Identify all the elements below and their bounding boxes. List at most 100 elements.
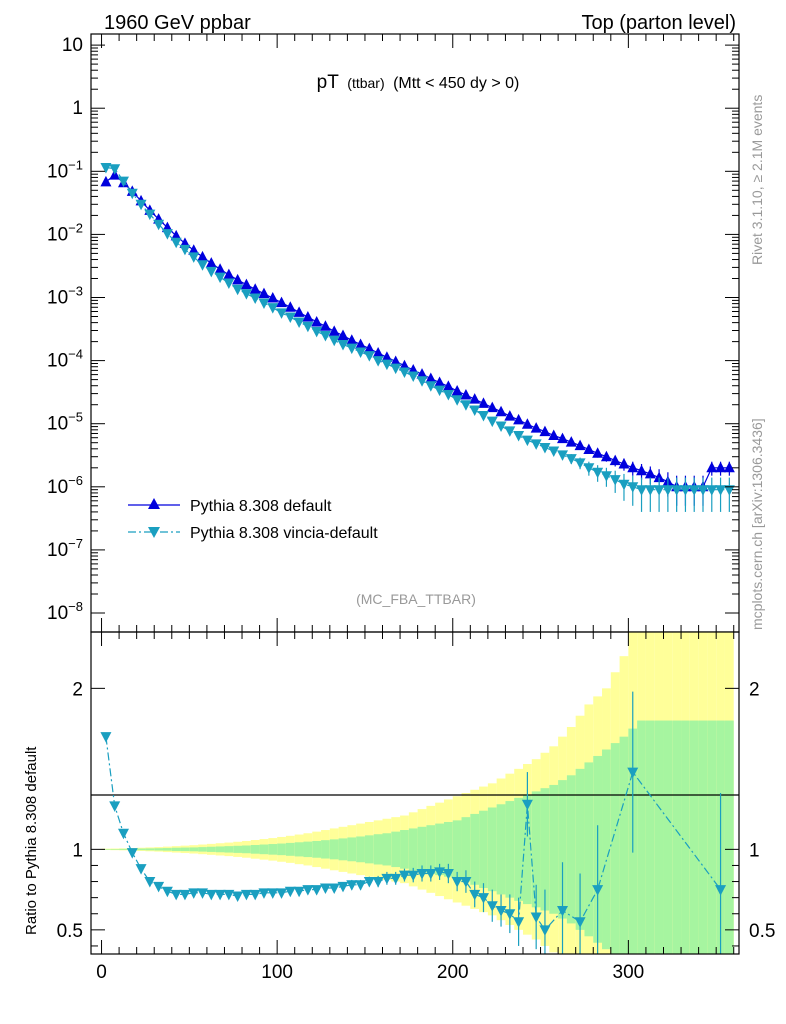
- band-inner: [356, 836, 365, 863]
- band-inner: [461, 817, 471, 882]
- band-inner: [672, 720, 682, 954]
- point-default: [355, 338, 367, 350]
- band-inner: [610, 743, 620, 954]
- ratio-point: [557, 906, 569, 917]
- ratio-point: [495, 906, 507, 917]
- point-default: [284, 301, 296, 312]
- band-inner: [224, 846, 234, 853]
- point-vincia: [600, 471, 612, 482]
- band-inner: [189, 847, 199, 852]
- point-default: [460, 389, 472, 400]
- point-default: [293, 306, 305, 317]
- band-inner: [259, 844, 269, 855]
- process-label: Top (parton level): [581, 12, 736, 34]
- ratio-point: [284, 886, 296, 898]
- point-vincia: [548, 446, 560, 457]
- point-vincia: [232, 284, 244, 296]
- point-default: [592, 447, 604, 458]
- point-default: [302, 311, 314, 322]
- point-default: [469, 393, 481, 404]
- band-inner: [101, 849, 111, 850]
- point-default: [372, 346, 384, 358]
- upper-frame: [90, 33, 740, 633]
- point-default: [495, 405, 507, 417]
- point-vincia: [442, 390, 454, 401]
- point-default: [319, 320, 331, 331]
- ratio-point: [267, 888, 279, 899]
- band-inner: [689, 720, 699, 954]
- point-vincia: [363, 351, 375, 362]
- band-inner: [558, 780, 567, 919]
- band-inner: [268, 844, 278, 855]
- ytick-label: 1: [72, 98, 83, 119]
- point-vincia: [460, 400, 472, 411]
- band-inner: [110, 849, 120, 850]
- point-vincia: [574, 458, 586, 469]
- band-inner: [171, 847, 181, 851]
- point-vincia: [249, 293, 261, 305]
- point-vincia: [109, 164, 121, 175]
- band-inner: [321, 840, 330, 859]
- band-inner: [505, 801, 515, 898]
- ratio-ytick-label-right: 2: [749, 679, 760, 700]
- xtick-label: 200: [437, 962, 469, 983]
- ytick-label: 10−2: [47, 220, 83, 245]
- ytick-label: 10−7: [47, 536, 83, 561]
- point-vincia: [276, 308, 288, 319]
- point-vincia: [495, 421, 507, 432]
- band-inner: [443, 821, 453, 877]
- band-inner: [479, 810, 488, 888]
- point-vincia: [504, 426, 516, 437]
- band-inner: [654, 720, 664, 954]
- point-vincia: [627, 482, 639, 493]
- band-inner: [119, 848, 128, 850]
- point-vincia: [170, 237, 182, 249]
- upper-series-default: [100, 169, 735, 506]
- point-vincia: [214, 272, 226, 284]
- ytick-label: 10−1: [47, 157, 83, 182]
- point-vincia: [583, 463, 595, 474]
- band-inner: [523, 794, 532, 905]
- band-inner: [180, 847, 190, 852]
- point-default: [346, 334, 358, 345]
- band-inner: [364, 835, 374, 864]
- ratio-point: [469, 889, 481, 901]
- band-inner: [312, 840, 322, 858]
- x-tick-labels: 0 100 200 300: [96, 962, 644, 983]
- xtick-label: 100: [261, 962, 293, 983]
- point-vincia: [723, 485, 735, 496]
- point-default: [232, 273, 244, 285]
- point-vincia: [135, 199, 147, 211]
- point-vincia: [434, 385, 446, 397]
- point-default: [188, 244, 200, 255]
- band-inner: [163, 848, 172, 851]
- ratio-point: [205, 889, 217, 901]
- band-inner: [382, 833, 392, 866]
- series-line: [105, 174, 730, 488]
- ratio-point: [100, 732, 112, 743]
- ratio-point: [627, 767, 639, 779]
- point-default: [723, 461, 735, 473]
- xtick-label: 300: [613, 962, 645, 983]
- ratio-point: [521, 799, 533, 811]
- point-default: [618, 457, 630, 469]
- band-inner: [707, 720, 717, 954]
- band-inner: [645, 720, 655, 954]
- legend-item-vincia: Pythia 8.308 vincia-default: [128, 525, 378, 542]
- point-default: [486, 401, 498, 413]
- point-vincia: [117, 176, 129, 188]
- xtick-label: 0: [96, 962, 107, 983]
- point-default: [513, 413, 525, 425]
- band-inner: [145, 848, 155, 851]
- ratio-bands: [101, 632, 734, 954]
- point-default: [328, 325, 340, 336]
- point-vincia: [398, 367, 410, 378]
- point-vincia: [302, 321, 314, 333]
- ratio-ytick-label-right: 0.5: [749, 921, 775, 942]
- band-inner: [514, 797, 523, 901]
- point-vincia: [636, 485, 648, 496]
- legend-label-default: Pythia 8.308 default: [190, 498, 332, 515]
- ratio-point: [161, 886, 173, 898]
- point-default: [609, 454, 621, 466]
